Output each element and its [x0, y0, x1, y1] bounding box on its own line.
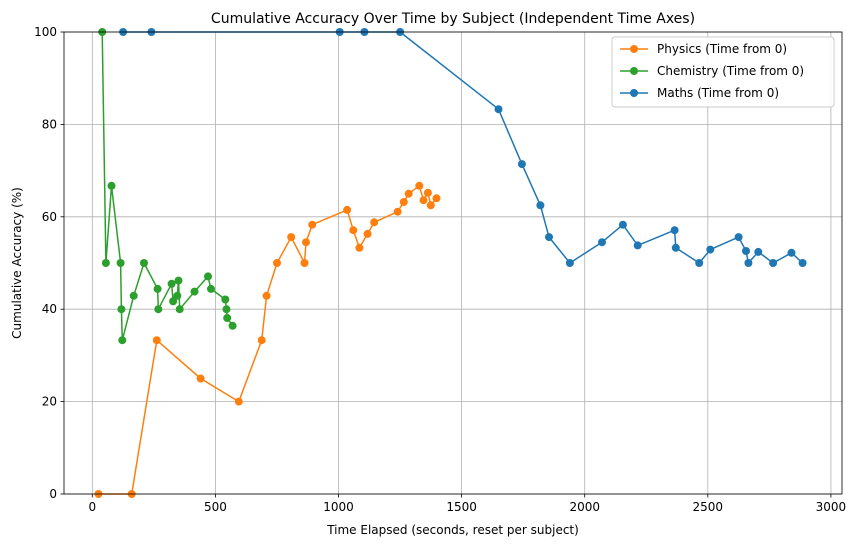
data-point-maths [494, 105, 503, 114]
data-point-maths [734, 233, 743, 242]
plot-frame [63, 31, 843, 495]
data-point-physics [300, 259, 309, 267]
data-point-chemistry [117, 305, 126, 314]
x-tick-label: 1000 [323, 500, 354, 514]
data-point-maths [618, 220, 627, 229]
y-tick-label: 100 [34, 25, 57, 39]
legend-marker-chemistry [630, 67, 638, 75]
legend-box [611, 36, 835, 108]
data-point-chemistry [221, 295, 230, 304]
data-point-chemistry [204, 272, 212, 281]
data-point-physics [273, 259, 281, 267]
data-point-chemistry [140, 259, 148, 267]
data-point-chemistry [116, 259, 125, 267]
data-point-chemistry [169, 297, 178, 306]
series-line-chemistry [101, 31, 234, 341]
data-point-maths [706, 245, 715, 254]
data-point-chemistry [154, 305, 163, 314]
data-point-chemistry [190, 287, 199, 296]
series-layer [94, 28, 807, 498]
data-point-physics [393, 207, 402, 216]
data-point-physics [308, 220, 317, 229]
data-point-maths [742, 247, 750, 255]
data-point-maths [670, 226, 679, 235]
data-point-chemistry [153, 284, 162, 293]
data-point-physics [349, 226, 358, 235]
data-point-chemistry [222, 305, 231, 314]
data-point-physics [432, 194, 441, 203]
data-point-maths [798, 259, 807, 267]
data-point-maths [633, 241, 642, 250]
data-point-physics [287, 233, 296, 242]
data-point-maths [744, 259, 753, 267]
data-point-physics [423, 188, 432, 197]
data-point-physics [355, 243, 364, 252]
x-tick-label: 2000 [569, 500, 600, 514]
data-point-maths [769, 259, 778, 267]
x-tick-label: 500 [204, 500, 227, 514]
data-point-chemistry [118, 336, 127, 345]
legend-marker-maths [630, 89, 638, 97]
data-point-maths [545, 233, 553, 242]
data-point-chemistry [228, 321, 237, 330]
series-line-physics [98, 185, 438, 495]
data-point-maths [754, 247, 763, 256]
chart-title: Cumulative Accuracy Over Time by Subject… [211, 11, 695, 27]
data-point-maths [565, 259, 574, 267]
axis-ticks: 0 500 1000 1500 2000 2500 3000 0 20 40 60 80 100 [34, 25, 846, 514]
data-point-chemistry [107, 181, 116, 190]
data-point-physics [262, 291, 271, 300]
x-tick-label: 2500 [693, 500, 724, 514]
legend-label-physics: Physics (Time from 0) [657, 42, 787, 56]
data-point-physics [404, 189, 413, 198]
data-point-physics [415, 181, 424, 190]
data-point-physics [343, 205, 352, 214]
y-tick-label: 0 [49, 487, 57, 501]
data-point-maths [695, 259, 704, 267]
legend-label-maths: Maths (Time from 0) [657, 86, 779, 100]
data-point-chemistry [173, 291, 182, 300]
x-tick-label: 0 [88, 500, 96, 514]
data-point-maths [517, 160, 526, 169]
data-point-maths [536, 201, 545, 210]
x-tick-label: 3000 [816, 500, 847, 514]
data-point-physics [196, 374, 205, 383]
data-point-maths [671, 243, 680, 252]
data-point-physics [419, 196, 428, 205]
data-point-physics [370, 218, 379, 227]
data-point-chemistry [129, 291, 138, 300]
data-point-chemistry [174, 276, 183, 285]
data-point-physics [363, 229, 372, 238]
y-tick-label: 40 [42, 302, 57, 316]
data-point-physics [399, 198, 408, 206]
y-tick-label: 60 [42, 210, 57, 224]
data-point-chemistry [207, 284, 215, 293]
data-point-chemistry [175, 305, 184, 314]
data-point-physics [152, 336, 161, 345]
data-point-physics [426, 201, 435, 210]
x-axis-label: Time Elapsed (seconds, reset per subject… [326, 523, 579, 537]
data-point-physics [257, 336, 266, 345]
data-point-chemistry [101, 259, 110, 267]
data-point-chemistry [223, 314, 232, 322]
x-tick-label: 1500 [446, 500, 477, 514]
data-point-physics [302, 238, 310, 247]
legend-marker-physics [630, 45, 638, 53]
legend-label-chemistry: Chemistry (Time from 0) [657, 64, 804, 78]
data-point-maths [598, 238, 606, 247]
data-point-maths [787, 248, 796, 257]
data-point-physics [234, 397, 243, 406]
data-point-chemistry [167, 279, 176, 288]
y-tick-label: 20 [42, 395, 57, 409]
y-tick-label: 80 [42, 117, 57, 131]
legend: Physics (Time from 0) Chemistry (Time fro… [611, 36, 835, 108]
y-axis-label: Cumulative Accuracy (%) [10, 187, 24, 339]
